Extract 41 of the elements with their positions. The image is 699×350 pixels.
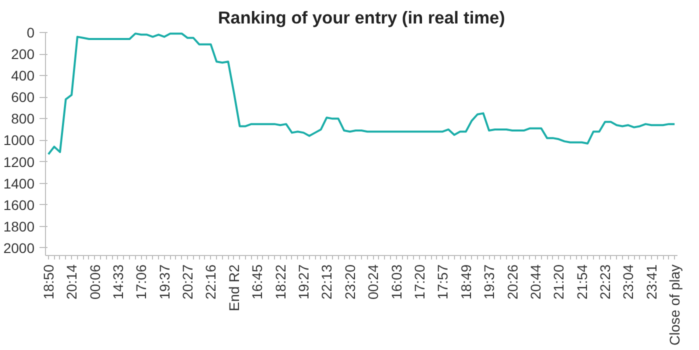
x-tick-label: 18:50 — [40, 264, 56, 300]
x-tick-label: 22:16 — [202, 264, 219, 300]
x-tick-label: 16:03 — [388, 264, 404, 300]
line-series — [47, 32, 676, 156]
y-tick-label: 400 — [11, 68, 35, 84]
x-tick-label: 00:06 — [86, 264, 103, 300]
x-tick-label: 18:49 — [458, 264, 474, 300]
y-tick-label: 200 — [11, 46, 35, 62]
y-tick-label: 1800 — [3, 218, 35, 234]
x-tick-label: 20:27 — [180, 264, 196, 300]
chart-title: Ranking of your entry (in real time) — [218, 8, 505, 28]
x-tick-label: 18:22 — [272, 264, 288, 300]
x-tick-label: 20:44 — [527, 264, 544, 300]
x-tick-label: 16:45 — [249, 264, 266, 300]
y-tick-label: 0 — [26, 24, 35, 40]
x-tick-label: 22:23 — [597, 264, 614, 300]
x-tick-label: 21:54 — [574, 264, 590, 300]
x-tick-label: Close of play — [666, 264, 683, 346]
x-tick-label: 23:20 — [342, 264, 358, 300]
x-tick-label: 17:20 — [411, 264, 428, 300]
y-tick-label: 600 — [11, 89, 35, 106]
x-tick-label: 00:24 — [365, 264, 382, 300]
y-tick-label: 1400 — [3, 175, 35, 192]
x-tick-label: 23:04 — [620, 264, 636, 300]
y-tick-label: 800 — [11, 110, 35, 127]
x-tick-label: End R2 — [226, 264, 242, 312]
y-tick-label: 1000 — [3, 132, 35, 148]
x-tick-label: 19:27 — [296, 264, 312, 300]
x-tick-label: 17:06 — [133, 264, 150, 300]
x-tick-label: 19:37 — [481, 264, 498, 300]
x-tick-label: 22:13 — [318, 264, 335, 300]
x-tick-label: 17:57 — [434, 264, 451, 300]
x-tick-label: 14:33 — [110, 264, 126, 300]
y-tick-label: 2000 — [3, 240, 35, 256]
x-tick-label: 19:37 — [156, 264, 172, 300]
x-tick-label: 20:14 — [64, 264, 80, 300]
x-tick-label: 20:26 — [504, 264, 520, 300]
y-tick-label: 1200 — [3, 154, 35, 170]
x-tick-label: 21:20 — [550, 264, 567, 300]
x-tick-label: 23:41 — [643, 264, 660, 300]
y-tick-label: 1600 — [3, 196, 35, 213]
